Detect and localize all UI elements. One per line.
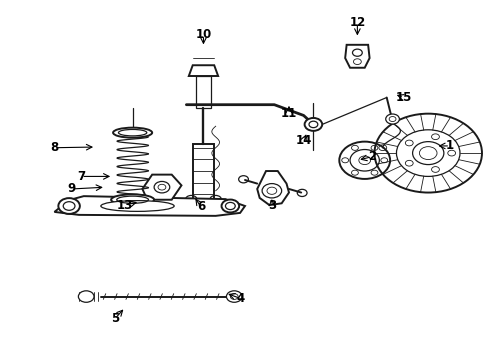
Circle shape (154, 181, 170, 193)
Text: 11: 11 (281, 107, 297, 120)
Circle shape (386, 114, 399, 124)
Text: 1: 1 (446, 139, 454, 152)
Text: 5: 5 (111, 311, 120, 325)
Text: 12: 12 (349, 16, 366, 29)
Text: 6: 6 (197, 201, 205, 213)
Circle shape (305, 118, 322, 131)
Polygon shape (257, 171, 289, 205)
Text: 2: 2 (368, 150, 376, 163)
Circle shape (221, 199, 239, 212)
Text: 14: 14 (295, 134, 312, 147)
Ellipse shape (101, 201, 174, 211)
Text: 15: 15 (395, 91, 412, 104)
Text: 3: 3 (268, 199, 276, 212)
Text: 8: 8 (50, 141, 59, 154)
Text: 7: 7 (77, 170, 85, 183)
Circle shape (262, 184, 282, 198)
Text: 13: 13 (117, 199, 133, 212)
Text: 4: 4 (236, 292, 244, 305)
Polygon shape (54, 196, 245, 216)
Polygon shape (345, 45, 369, 68)
Circle shape (78, 291, 94, 302)
Text: 9: 9 (68, 183, 75, 195)
Ellipse shape (111, 194, 154, 205)
Circle shape (307, 120, 320, 130)
Polygon shape (143, 175, 181, 200)
Circle shape (58, 198, 80, 214)
Ellipse shape (113, 128, 152, 138)
Circle shape (226, 291, 242, 302)
Text: 10: 10 (196, 28, 212, 41)
